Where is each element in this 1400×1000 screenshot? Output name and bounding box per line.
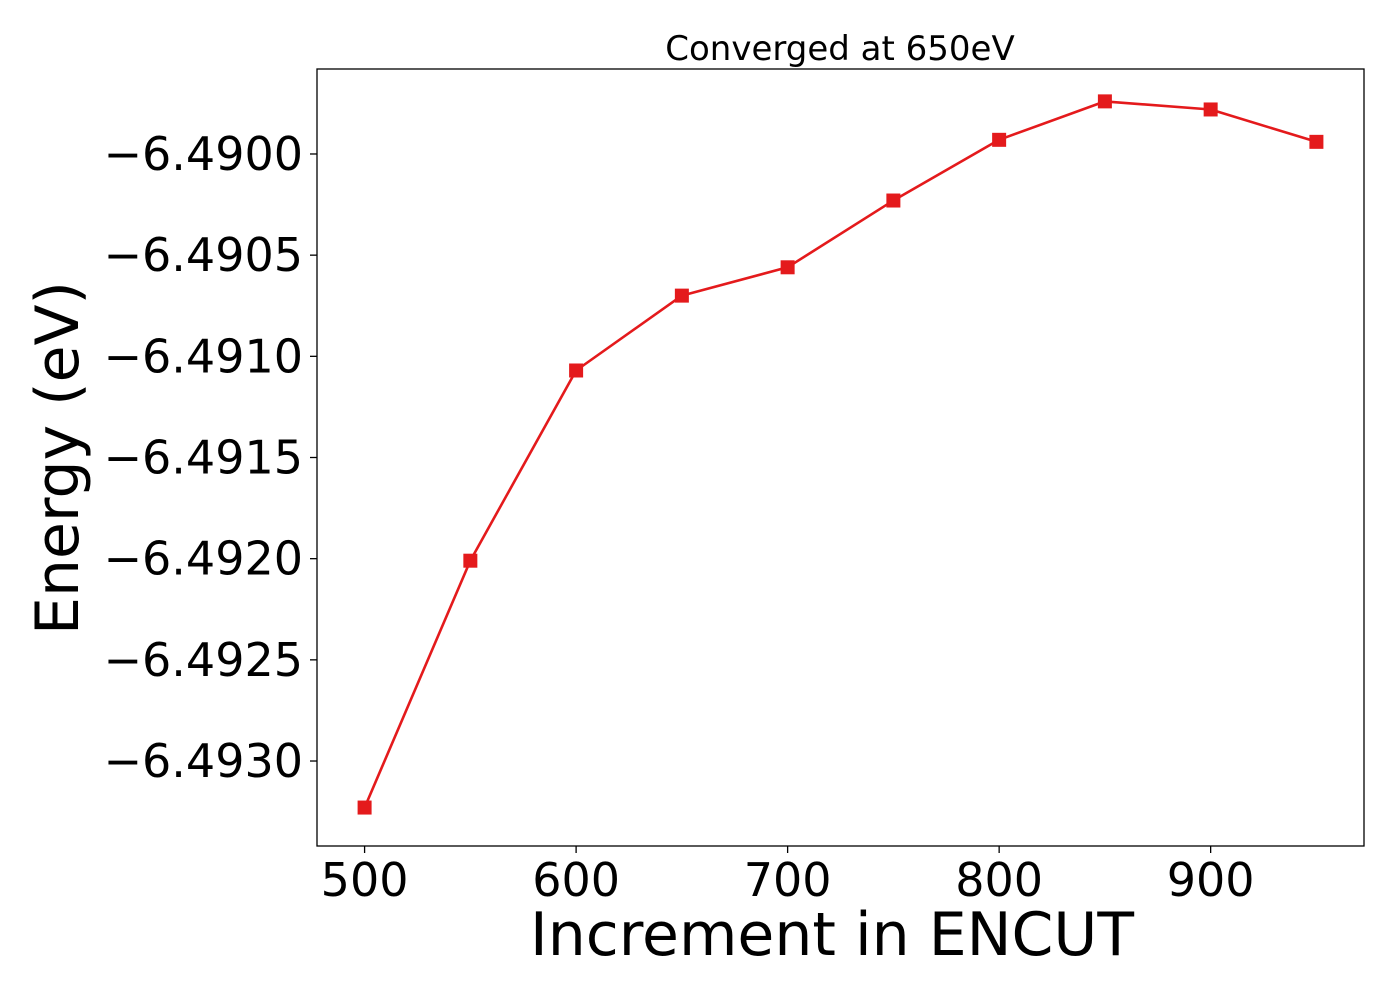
x-tick-label: 800 [955,853,1043,907]
x-axis: 500 600 700 800 900 [321,846,1255,907]
y-tick-label: −6.4905 [104,228,304,282]
y-axis-label: Energy (eV) [23,281,93,635]
data-point [992,132,1007,147]
data-point [886,193,901,208]
x-axis-label: Increment in ENCUT [530,900,1134,970]
y-axis: −6.4930 −6.4925 −6.4920 −6.4915 −6.4910 −6.49… [104,127,317,788]
x-tick-label: 600 [532,853,620,907]
data-point [1203,102,1218,117]
y-tick-label: −6.4925 [104,633,304,687]
y-tick-label: −6.4900 [104,127,304,181]
data-point [569,363,584,378]
data-point [1097,94,1112,109]
plot-frame [316,68,1365,847]
x-tick-label: 900 [1167,853,1255,907]
chart-title: Converged at 650eV [665,29,1014,69]
x-tick-label: 500 [321,853,409,907]
plot-area [357,94,1324,815]
y-tick-label: −6.4930 [104,734,304,788]
data-point [1309,134,1324,149]
data-point [674,288,689,303]
y-tick-label: −6.4910 [104,329,304,383]
series-line [363,100,1317,809]
data-point [357,800,372,815]
x-tick-label: 700 [744,853,832,907]
data-point [780,260,795,275]
data-point [463,553,478,568]
y-tick-label: −6.4920 [104,532,304,586]
y-tick-label: −6.4915 [104,431,304,485]
